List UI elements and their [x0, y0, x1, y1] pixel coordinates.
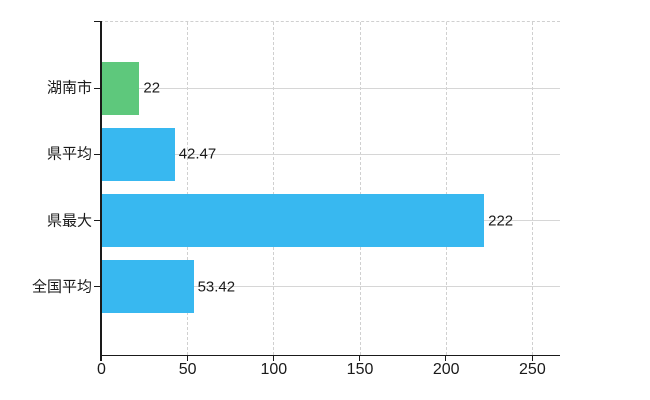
x-axis-line — [99, 354, 560, 356]
bar-value-label: 42.47 — [178, 145, 217, 163]
bar — [101, 260, 194, 314]
x-axis-tick — [273, 354, 275, 361]
h-gridline — [99, 286, 560, 288]
bar — [101, 61, 140, 115]
x-tick-label: 50 — [178, 361, 197, 378]
y-axis-tick — [93, 153, 100, 155]
x-axis-tick — [531, 354, 533, 361]
x-axis-tick — [186, 354, 188, 361]
v-gridline — [445, 22, 447, 355]
y-axis-tick — [93, 286, 100, 288]
x-tick-label: 0 — [97, 361, 106, 378]
x-tick-label: 200 — [432, 361, 460, 378]
y-axis-tick — [93, 220, 100, 222]
v-gridline — [187, 22, 189, 355]
bar-value-label: 222 — [488, 212, 514, 230]
category-label: 県平均 — [46, 145, 92, 163]
y-axis-tick — [93, 87, 100, 89]
x-tick-label: 250 — [519, 361, 546, 378]
v-gridline — [273, 22, 275, 355]
y-axis-line — [99, 21, 102, 361]
x-tick-label: 150 — [346, 361, 374, 378]
bar-value-label: 53.42 — [197, 278, 236, 296]
category-label: 湖南市 — [46, 79, 92, 97]
v-gridline — [359, 22, 361, 355]
bar — [101, 194, 485, 248]
x-tick-label: 100 — [260, 361, 288, 378]
x-axis-tick — [445, 354, 447, 361]
category-label: 県最大 — [46, 212, 92, 230]
h-gridline — [99, 153, 560, 155]
bar-value-label: 22 — [143, 79, 161, 97]
plot-top-border — [99, 21, 560, 22]
y-axis-top-tick — [93, 21, 100, 22]
x-axis-tick — [359, 354, 361, 361]
v-gridline — [531, 22, 533, 355]
category-label: 全国平均 — [31, 278, 92, 296]
h-gridline — [99, 87, 560, 89]
bar — [101, 127, 175, 181]
